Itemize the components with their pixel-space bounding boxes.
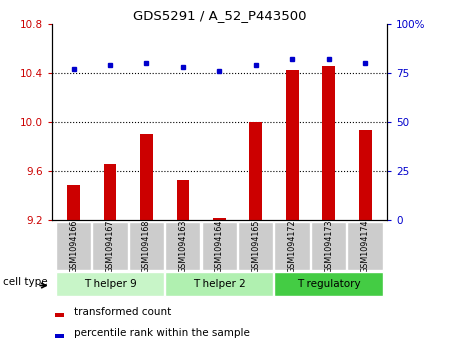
Bar: [55, 334, 64, 338]
Bar: [55, 313, 64, 317]
Text: GSM1094165: GSM1094165: [251, 219, 260, 273]
FancyBboxPatch shape: [311, 222, 346, 270]
Bar: [286, 70, 299, 220]
FancyBboxPatch shape: [165, 272, 273, 296]
Text: GSM1094164: GSM1094164: [215, 219, 224, 273]
FancyBboxPatch shape: [56, 222, 91, 270]
FancyBboxPatch shape: [92, 222, 127, 270]
Text: GSM1094167: GSM1094167: [106, 219, 115, 273]
Text: cell type: cell type: [3, 277, 47, 287]
Bar: [213, 219, 226, 220]
Title: GDS5291 / A_52_P443500: GDS5291 / A_52_P443500: [133, 9, 306, 23]
Text: GSM1094168: GSM1094168: [142, 219, 151, 273]
FancyBboxPatch shape: [274, 272, 382, 296]
Text: GSM1094172: GSM1094172: [288, 219, 297, 273]
FancyBboxPatch shape: [56, 272, 164, 296]
Text: T helper 9: T helper 9: [84, 279, 136, 289]
Bar: [359, 130, 372, 220]
Bar: [67, 185, 80, 220]
Text: GSM1094163: GSM1094163: [179, 219, 188, 273]
Text: transformed count: transformed count: [73, 307, 171, 317]
Text: GSM1094166: GSM1094166: [69, 219, 78, 273]
Bar: [249, 122, 262, 220]
FancyBboxPatch shape: [347, 222, 382, 270]
FancyBboxPatch shape: [165, 222, 200, 270]
Bar: [176, 180, 189, 220]
Text: GSM1094174: GSM1094174: [360, 219, 369, 273]
Bar: [322, 66, 335, 220]
Bar: [140, 134, 153, 220]
Text: T regulatory: T regulatory: [297, 279, 360, 289]
FancyBboxPatch shape: [129, 222, 164, 270]
Text: GSM1094173: GSM1094173: [324, 219, 333, 273]
FancyBboxPatch shape: [202, 222, 237, 270]
Text: percentile rank within the sample: percentile rank within the sample: [73, 328, 249, 338]
FancyBboxPatch shape: [274, 222, 310, 270]
Text: T helper 2: T helper 2: [193, 279, 246, 289]
FancyBboxPatch shape: [238, 222, 273, 270]
Bar: [104, 164, 117, 220]
